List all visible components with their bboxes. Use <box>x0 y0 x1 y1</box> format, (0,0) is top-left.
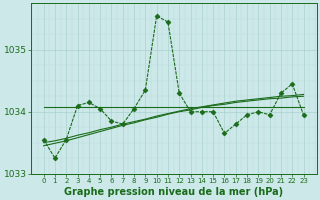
X-axis label: Graphe pression niveau de la mer (hPa): Graphe pression niveau de la mer (hPa) <box>64 187 283 197</box>
